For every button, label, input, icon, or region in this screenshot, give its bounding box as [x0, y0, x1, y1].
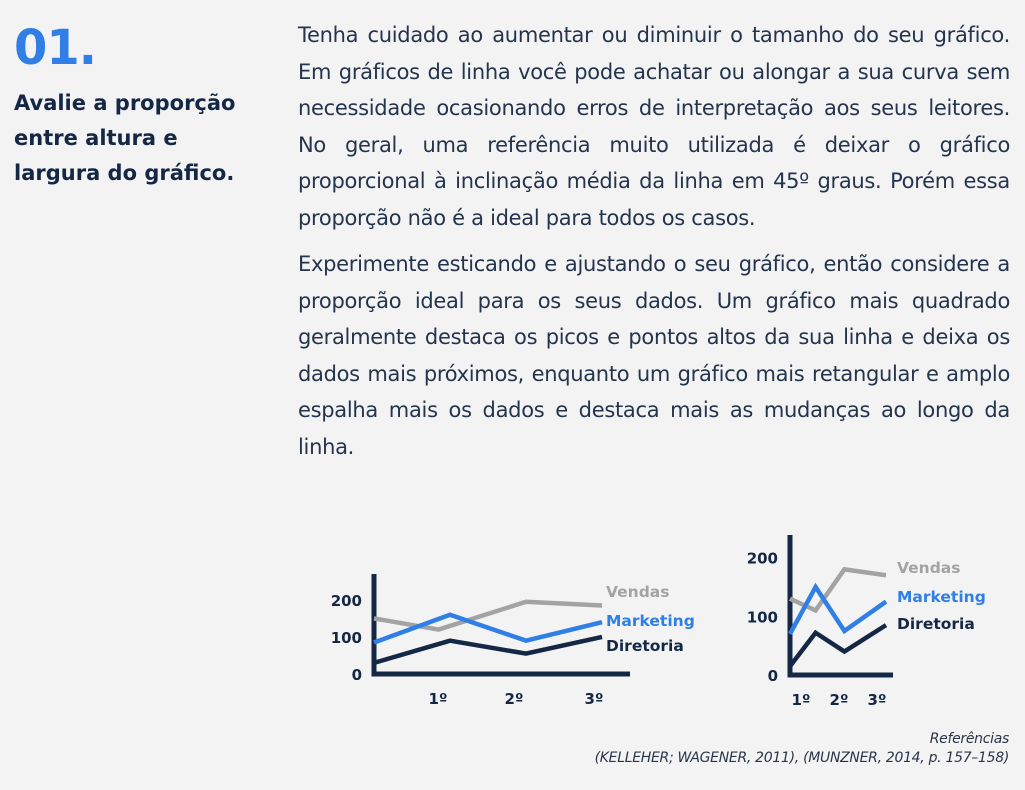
series-line-marketing [788, 582, 888, 635]
x-tick-label: 1º [792, 691, 811, 709]
references-citations: (KELLEHER; WAGENER, 2011), (MUNZNER, 201… [594, 750, 1010, 766]
references-label: Referências [929, 731, 1010, 747]
references: Referências (KELLEHER; WAGENER, 2011), (… [594, 730, 1010, 768]
section-number: 01. [14, 20, 97, 76]
legend-label-marketing: Marketing [606, 612, 695, 630]
y-tick-label: 0 [352, 666, 362, 684]
legend-label-vendas: Vendas [606, 583, 669, 601]
legend-label-vendas: Vendas [897, 559, 960, 577]
y-tick-label: 0 [768, 667, 778, 685]
y-tick-label: 200 [331, 592, 362, 610]
series-line-vendas [789, 566, 887, 614]
y-tick-label: 100 [747, 608, 778, 626]
series-line-diretoria [788, 623, 888, 668]
x-tick-label: 1º [429, 690, 448, 708]
series-line-vendas [373, 599, 603, 632]
x-tick-label: 3º [868, 691, 887, 709]
paragraph-1: Tenha cuidado ao aumentar ou diminuir o … [298, 23, 1010, 230]
wide-line-chart: 0 100 200 1º 2º 3º Vendas Marketing Diretoria [331, 574, 695, 708]
paragraph-2: Experimente esticando e ajustando o seu … [298, 252, 1010, 459]
square-line-chart: 0 100 200 1º 2º 3º Vendas Marketing Diretoria [747, 535, 986, 709]
x-tick-label: 2º [505, 690, 524, 708]
body-text: Tenha cuidado ao aumentar ou diminuir o … [298, 17, 1010, 475]
series-line-diretoria [373, 634, 603, 666]
y-tick-label: 100 [331, 629, 362, 647]
legend-label-diretoria: Diretoria [897, 615, 975, 633]
section-title: Avalie a proporção entre altura e largur… [14, 91, 236, 185]
series-line-marketing [373, 612, 603, 645]
x-tick-label: 2º [830, 691, 849, 709]
x-tick-label: 3º [585, 690, 604, 708]
legend-label-diretoria: Diretoria [606, 637, 684, 655]
legend-label-marketing: Marketing [897, 588, 986, 606]
y-tick-label: 200 [747, 550, 778, 568]
